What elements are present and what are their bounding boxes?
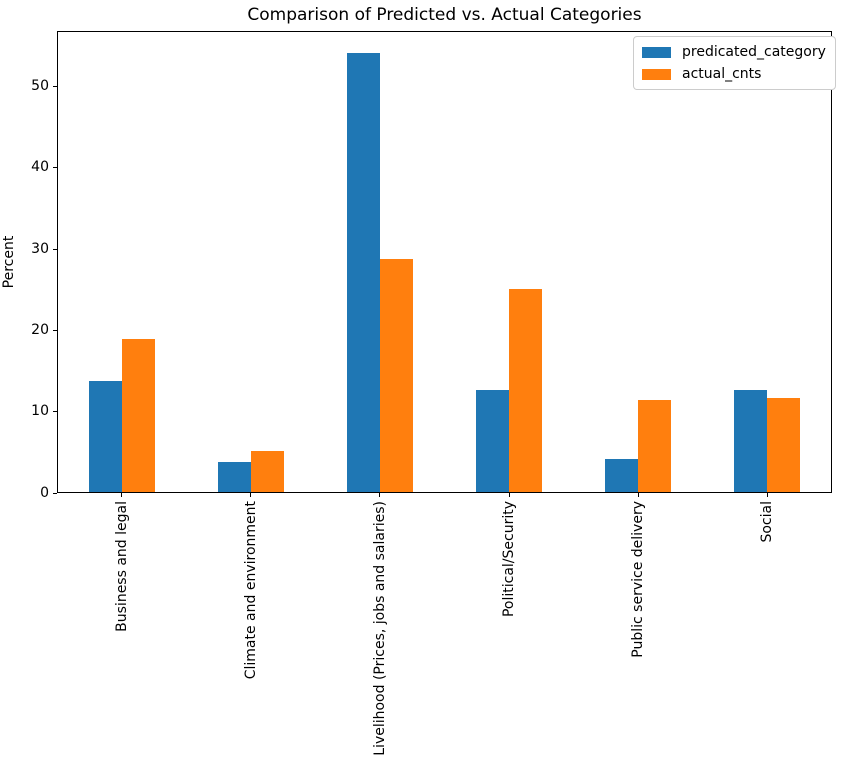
y-tick-mark-30 [53,248,57,250]
y-tick-mark-40 [53,167,57,169]
bar-predicated-category-business-and-legal [88,381,122,492]
x-tick-mark-business-and-legal [121,493,123,497]
bar-actual-cnts-climate-and-environment [250,451,284,492]
y-tick-label-40: 40 [31,159,49,176]
legend-entry-predicated-category: predicated_category [642,42,826,62]
y-tick-label-10: 10 [31,403,49,420]
bar-predicated-category-livelihood-prices-jobs-and-salaries [346,53,380,492]
bar-predicated-category-climate-and-environment [217,461,251,492]
y-tick-mark-50 [53,86,57,88]
x-tick-mark-social [766,493,768,497]
x-tick-mark-livelihood-prices-jobs-and-salaries [379,493,381,497]
legend-swatch-predicated-category [642,46,671,58]
bar-predicated-category-public-service-delivery [605,458,639,492]
x-tick-label-social: Social [759,501,776,543]
y-tick-label-20: 20 [31,321,49,338]
y-tick-label-0: 0 [40,484,49,501]
legend-entry-actual-cnts: actual_cnts [642,64,826,84]
plot-area [57,31,832,493]
y-tick-mark-20 [53,329,57,331]
legend-label-predicated-category: predicated_category [682,44,826,60]
bar-predicated-category-social [734,390,768,492]
chart-title: Comparison of Predicted vs. Actual Categ… [247,5,642,25]
x-tick-label-climate-and-environment: Climate and environment [242,501,259,680]
bar-actual-cnts-political-security [509,288,543,492]
y-tick-label-50: 50 [31,78,49,95]
bar-predicated-category-political-security [476,390,510,492]
x-tick-mark-climate-and-environment [250,493,252,497]
x-tick-mark-public-service-delivery [637,493,639,497]
legend-label-actual-cnts: actual_cnts [682,66,762,82]
y-tick-mark-0 [53,492,57,494]
y-tick-mark-10 [53,411,57,413]
legend: predicated_category actual_cnts [633,36,836,90]
y-tick-label-30: 30 [31,240,49,257]
x-tick-label-livelihood-prices-jobs-and-salaries: Livelihood (Prices, jobs and salaries) [371,501,388,756]
bar-actual-cnts-social [767,397,801,492]
bar-actual-cnts-livelihood-prices-jobs-and-salaries [379,258,413,492]
bar-actual-cnts-business-and-legal [121,339,155,492]
x-tick-label-political-security: Political/Security [501,501,518,618]
bar-actual-cnts-public-service-delivery [638,400,672,492]
x-tick-label-business-and-legal: Business and legal [113,501,130,632]
x-tick-mark-political-security [508,493,510,497]
legend-swatch-actual-cnts [642,68,671,80]
x-tick-label-public-service-delivery: Public service delivery [630,501,647,658]
